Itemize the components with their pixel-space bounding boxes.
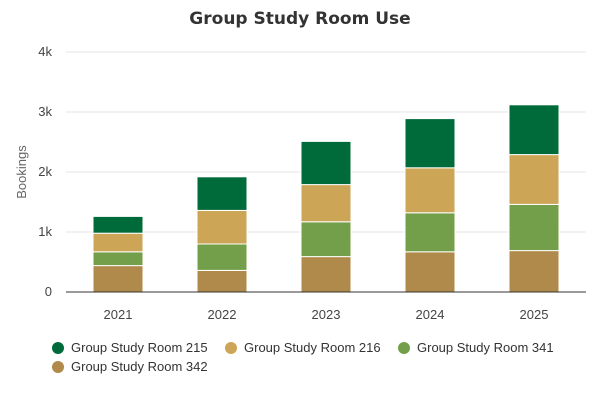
bar-2023-group-study-room-215	[300, 140, 352, 186]
bar-2024-group-study-room-342	[404, 251, 456, 293]
x-tick-label: 2021	[104, 307, 133, 322]
y-tick-label: 0	[45, 284, 52, 299]
y-tick-label: 4k	[38, 44, 52, 59]
y-tick-label: 1k	[38, 224, 52, 239]
y-axis-label: Bookings	[14, 145, 29, 199]
x-axis-ticks: 2021 2022 2023 2024 2025	[104, 307, 549, 322]
bar-2025-group-study-room-341	[508, 203, 560, 252]
bar-2022-group-study-room-216	[196, 209, 248, 245]
legend-item-label[interactable]: Group Study Room 342	[71, 359, 208, 374]
bar-2023-group-study-room-341	[300, 221, 352, 258]
bar-2025-group-study-room-215	[508, 104, 560, 156]
bar-2024-group-study-room-216	[404, 167, 456, 214]
legend-item-label[interactable]: Group Study Room 215	[71, 340, 208, 355]
bar-2021-group-study-room-216	[92, 232, 144, 253]
bar-2025-group-study-room-342	[508, 250, 560, 293]
legend-item-label[interactable]: Group Study Room 216	[244, 340, 381, 355]
bar-2022-group-study-room-215	[196, 176, 248, 211]
bar-2023-group-study-room-342	[300, 256, 352, 293]
bar-2023-group-study-room-216	[300, 184, 352, 223]
legend-marker[interactable]	[398, 342, 410, 354]
bar-2022-group-study-room-341	[196, 243, 248, 271]
y-tick-label: 3k	[38, 104, 52, 119]
legend: Group Study Room 215 Group Study Room 216…	[52, 340, 554, 374]
bars	[92, 104, 560, 293]
x-tick-label: 2024	[416, 307, 445, 322]
bar-2024-group-study-room-341	[404, 212, 456, 253]
chart-title: Group Study Room Use	[189, 9, 410, 29]
legend-marker[interactable]	[225, 342, 237, 354]
legend-item-label[interactable]: Group Study Room 341	[417, 340, 554, 355]
legend-marker[interactable]	[52, 361, 64, 373]
bar-2024-group-study-room-215	[404, 118, 456, 169]
bar-2022-group-study-room-342	[196, 269, 248, 293]
x-tick-label: 2023	[312, 307, 341, 322]
bar-2025-group-study-room-216	[508, 154, 560, 205]
legend-marker[interactable]	[52, 342, 64, 354]
x-tick-label: 2025	[520, 307, 549, 322]
bar-2021-group-study-room-342	[92, 265, 144, 293]
x-tick-label: 2022	[208, 307, 237, 322]
bar-2021-group-study-room-341	[92, 251, 144, 267]
y-tick-label: 2k	[38, 164, 52, 179]
y-axis-ticks: 0 1k 2k 3k 4k	[38, 44, 52, 299]
bar-2021-group-study-room-215	[92, 215, 144, 234]
